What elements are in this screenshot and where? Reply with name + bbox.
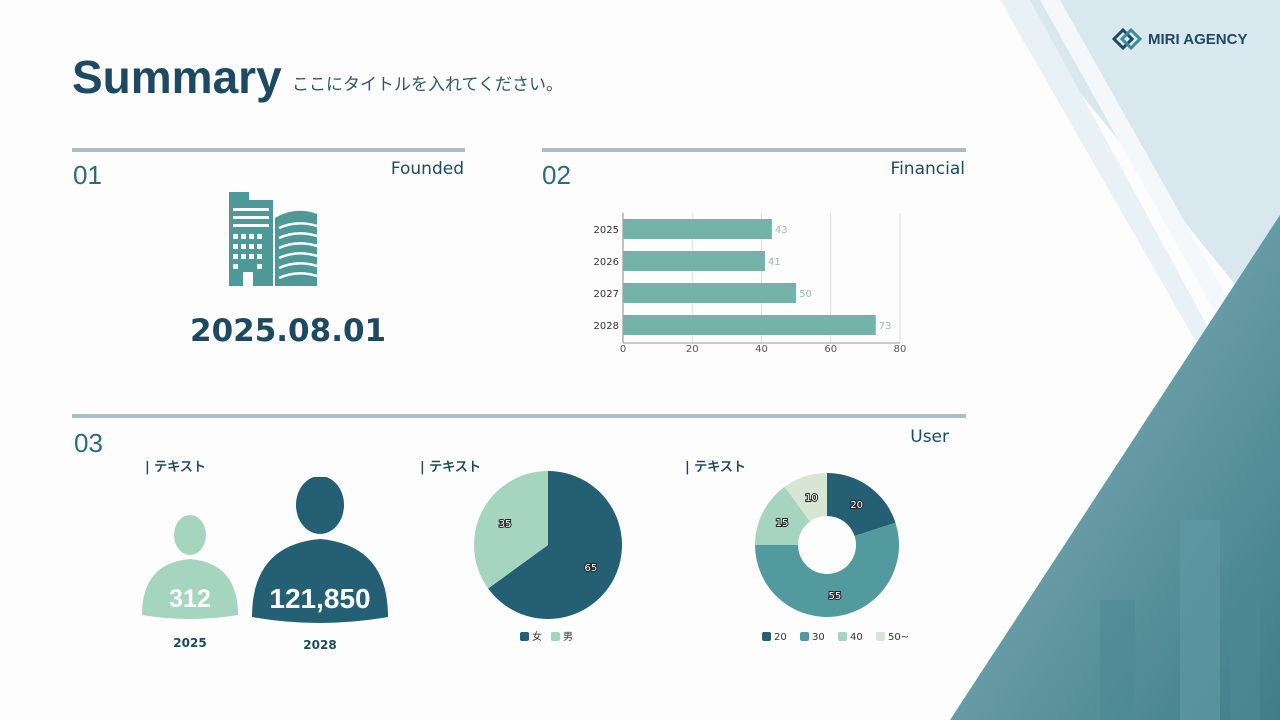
section-label: Founded — [390, 159, 464, 179]
section-divider — [542, 148, 966, 152]
person-large-icon — [252, 477, 388, 623]
legend-label: 40 — [850, 632, 863, 643]
age-donut-chart: 20 55 15 10 20 30 40 50~ — [755, 473, 909, 643]
section-number: 03 — [74, 428, 103, 458]
slice — [474, 471, 548, 589]
section-number: 01 — [73, 160, 102, 190]
y-tick-label: 2026 — [594, 257, 619, 268]
slice-label: 20 — [850, 500, 863, 511]
x-tick-label: 40 — [755, 344, 768, 355]
legend-label: 30 — [812, 632, 825, 643]
bar — [623, 315, 876, 335]
legend-label: 50~ — [888, 632, 909, 643]
gender-pie-chart: 65 35 女 男 — [474, 471, 622, 643]
slice — [784, 473, 827, 522]
founded-date: 2025.08.01 — [190, 313, 387, 349]
donut-heading: | テキスト — [685, 460, 746, 475]
slice-label: 65 — [584, 563, 597, 574]
x-tick-label: 20 — [686, 344, 699, 355]
pie-heading: | テキスト — [420, 460, 481, 475]
user-year-2028: 2028 — [303, 638, 337, 652]
bar — [623, 283, 797, 303]
x-tick-label: 60 — [824, 344, 837, 355]
section-label: Financial — [890, 159, 965, 179]
y-tick-label: 2027 — [594, 289, 619, 300]
legend-swatch — [800, 632, 809, 641]
slice — [755, 522, 899, 617]
data-label: 50 — [799, 289, 812, 300]
legend-label: 男 — [563, 631, 573, 643]
section-divider — [72, 148, 465, 152]
y-tick-label: 2025 — [594, 225, 619, 236]
data-label: 41 — [768, 257, 781, 268]
data-label: 43 — [775, 225, 788, 236]
slice — [755, 486, 810, 545]
financial-bar-chart: 0 20 40 60 80 2025 43 2026 41 2027 50 2028 73 — [594, 213, 907, 355]
logo: MIRI AGENCY — [1112, 28, 1247, 50]
section-divider — [72, 414, 966, 418]
x-tick-label: 0 — [620, 344, 626, 355]
data-label: 73 — [879, 321, 892, 332]
diamond-logo-icon — [1112, 28, 1142, 50]
user-count-2025: 312 — [169, 585, 211, 613]
slice-label: 15 — [776, 518, 789, 529]
users-heading: | テキスト — [145, 460, 206, 475]
y-tick-label: 2028 — [594, 321, 619, 332]
legend-label: 女 — [532, 630, 542, 643]
user-count-2028: 121,850 — [269, 583, 371, 614]
legend-label: 20 — [774, 632, 787, 643]
slice-label: 35 — [499, 519, 512, 530]
page-title: Summary — [72, 51, 282, 103]
slice-label: 55 — [829, 591, 842, 602]
person-small-icon — [142, 515, 238, 619]
slice — [488, 471, 622, 619]
section-label: User — [910, 427, 949, 447]
bar — [623, 219, 772, 239]
user-year-2025: 2025 — [173, 636, 207, 650]
bar — [623, 251, 765, 271]
section-number: 02 — [542, 160, 571, 190]
legend-swatch — [762, 632, 771, 641]
legend-swatch — [876, 632, 885, 641]
legend-swatch — [838, 632, 847, 641]
legend-swatch — [551, 632, 560, 641]
slice — [827, 473, 896, 537]
page-subtitle: ここにタイトルを入れてください。 — [292, 75, 563, 95]
building-icon — [229, 192, 318, 286]
x-tick-label: 80 — [894, 344, 907, 355]
logo-text: MIRI AGENCY — [1148, 30, 1248, 48]
slice-label: 10 — [805, 493, 818, 504]
legend-swatch — [520, 632, 529, 641]
